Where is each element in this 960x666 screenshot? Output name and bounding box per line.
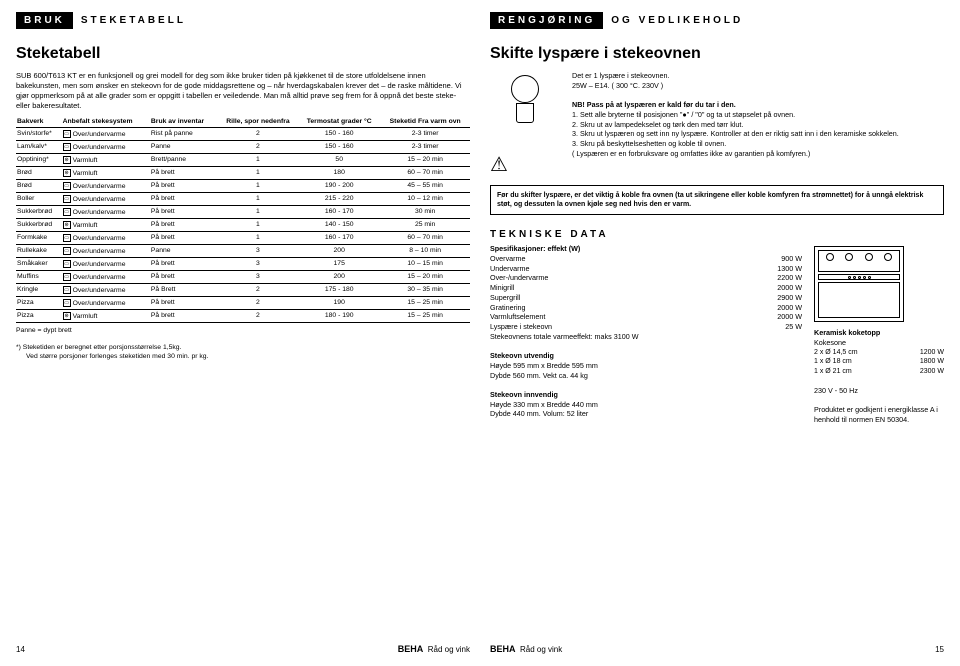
header-bruk: BRUK — [16, 12, 73, 29]
right-footer: BEHA Råd og vink 15 — [490, 638, 944, 654]
heat-icon: ▭ — [63, 260, 71, 268]
fan-icon: ⊛ — [63, 312, 71, 320]
table-row: Pizza⊛VarmluftPå brett2180 - 19015 – 25 … — [16, 309, 470, 322]
left-intro: SUB 600/T613 KT er en funksjonell og gre… — [16, 71, 470, 112]
heat-icon: ▭ — [63, 208, 71, 216]
stove-icon — [814, 246, 904, 322]
table-row: Sukkerbrød▭Over/undervarmePå brett1160 -… — [16, 205, 470, 218]
table-row: Kringle▭Over/undervarmePå Brett2175 - 18… — [16, 283, 470, 296]
tech-cols: Spesifikasjoner: effekt (W) Overvarme900… — [490, 244, 944, 424]
heat-icon: ▭ — [63, 143, 71, 151]
tech-data-title: TEKNISKE DATA — [490, 229, 944, 240]
fan-icon: ⊛ — [63, 221, 71, 229]
table-row: Sukkerbrød⊛VarmluftPå brett1140 - 15025 … — [16, 218, 470, 231]
bake-table: Bakverk Anbefalt stekesystem Bruk av inv… — [16, 116, 470, 323]
left-page: BRUK STEKETABELL Steketabell SUB 600/T61… — [16, 12, 470, 654]
table-row: Brød▭Over/undervarmePå brett1190 - 20045… — [16, 179, 470, 192]
heat-icon: ▭ — [63, 130, 71, 138]
spec-row: Varmluftselement2000 W — [490, 312, 802, 322]
heat-icon: ▭ — [63, 195, 71, 203]
bake-table-head: Bakverk Anbefalt stekesystem Bruk av inv… — [16, 116, 470, 128]
table-row: Småkaker▭Over/undervarmePå brett317510 –… — [16, 257, 470, 270]
header-rengjoring: RENGJØRING — [490, 12, 603, 29]
spec-col: Spesifikasjoner: effekt (W) Overvarme900… — [490, 244, 802, 424]
ktop-row: 2 x Ø 14,5 cm1200 W — [814, 348, 944, 357]
heat-icon: ▭ — [63, 273, 71, 281]
heat-icon: ▭ — [63, 182, 71, 190]
table-row: Lam/kalv*▭Over/undervarmePanne2150 - 160… — [16, 140, 470, 153]
fan-icon: ⊛ — [63, 156, 71, 164]
table-row: Opptining*⊛VarmluftBrett/panne15015 – 20… — [16, 153, 470, 166]
table-notes: Panne = dypt brett *) Steketiden er bere… — [16, 327, 470, 362]
spec-row: Supergrill2900 W — [490, 293, 802, 303]
spec-row: Lyspære i stekeovn25 W — [490, 322, 802, 332]
left-pagenum: 14 — [16, 645, 25, 654]
warning-box: Før du skifter lyspære, er det viktig å … — [490, 185, 944, 215]
warning-triangle-icon: ⚠ — [490, 152, 560, 179]
right-header: RENGJØRING OG VEDLIKEHOLD — [490, 12, 944, 29]
ktop-row: 1 x Ø 18 cm1800 W — [814, 357, 944, 366]
header-vedlikehold: OG VEDLIKEHOLD — [603, 12, 751, 29]
brand-logo: BEHA — [490, 644, 516, 654]
right-upper-cols: ⚠ Det er 1 lyspære i stekeovnen. 25W – E… — [490, 71, 944, 179]
heat-icon: ▭ — [63, 234, 71, 242]
table-row: Svin/storfe*▭Over/undervarmeRist på pann… — [16, 127, 470, 140]
spec-row: Overvarme900 W — [490, 254, 802, 264]
left-title: Steketabell — [16, 45, 470, 63]
stove-col: Keramisk koketopp Kokesone 2 x Ø 14,5 cm… — [814, 244, 944, 424]
heat-icon: ▭ — [63, 247, 71, 255]
table-row: Rullekake▭Over/undervarmePanne32008 – 10… — [16, 244, 470, 257]
brand-logo: BEHA — [398, 644, 424, 654]
fan-icon: ⊛ — [63, 169, 71, 177]
right-title: Skifte lyspære i stekeovnen — [490, 45, 944, 63]
table-row: Brød⊛VarmluftPå brett118060 – 70 min — [16, 166, 470, 179]
spec-row: Undervarme1300 W — [490, 264, 802, 274]
spec-row: Gratinering2000 W — [490, 303, 802, 313]
bulb-icon — [500, 75, 550, 140]
heat-icon: ▭ — [63, 299, 71, 307]
instructions-col: Det er 1 lyspære i stekeovnen. 25W – E14… — [572, 71, 944, 179]
right-page: RENGJØRING OG VEDLIKEHOLD Skifte lyspære… — [490, 12, 944, 654]
ktop-row: 1 x Ø 21 cm2300 W — [814, 367, 944, 376]
table-row: Boller▭Over/undervarmePå brett1215 - 220… — [16, 192, 470, 205]
spec-row: Over-/undervarme2200 W — [490, 273, 802, 283]
left-header: BRUK STEKETABELL — [16, 12, 470, 29]
bulb-col: ⚠ — [490, 71, 560, 179]
table-row: Pizza▭Over/undervarmePå brett219015 – 25… — [16, 296, 470, 309]
header-steketabell: STEKETABELL — [73, 12, 194, 29]
table-row: Formkake▭Over/undervarmePå brett1160 - 1… — [16, 231, 470, 244]
table-row: Muffins▭Over/undervarmePå brett320015 – … — [16, 270, 470, 283]
left-footer: 14 BEHA Råd og vink — [16, 638, 470, 654]
heat-icon: ▭ — [63, 286, 71, 294]
spec-row: Minigrill2000 W — [490, 283, 802, 293]
right-pagenum: 15 — [935, 645, 944, 654]
